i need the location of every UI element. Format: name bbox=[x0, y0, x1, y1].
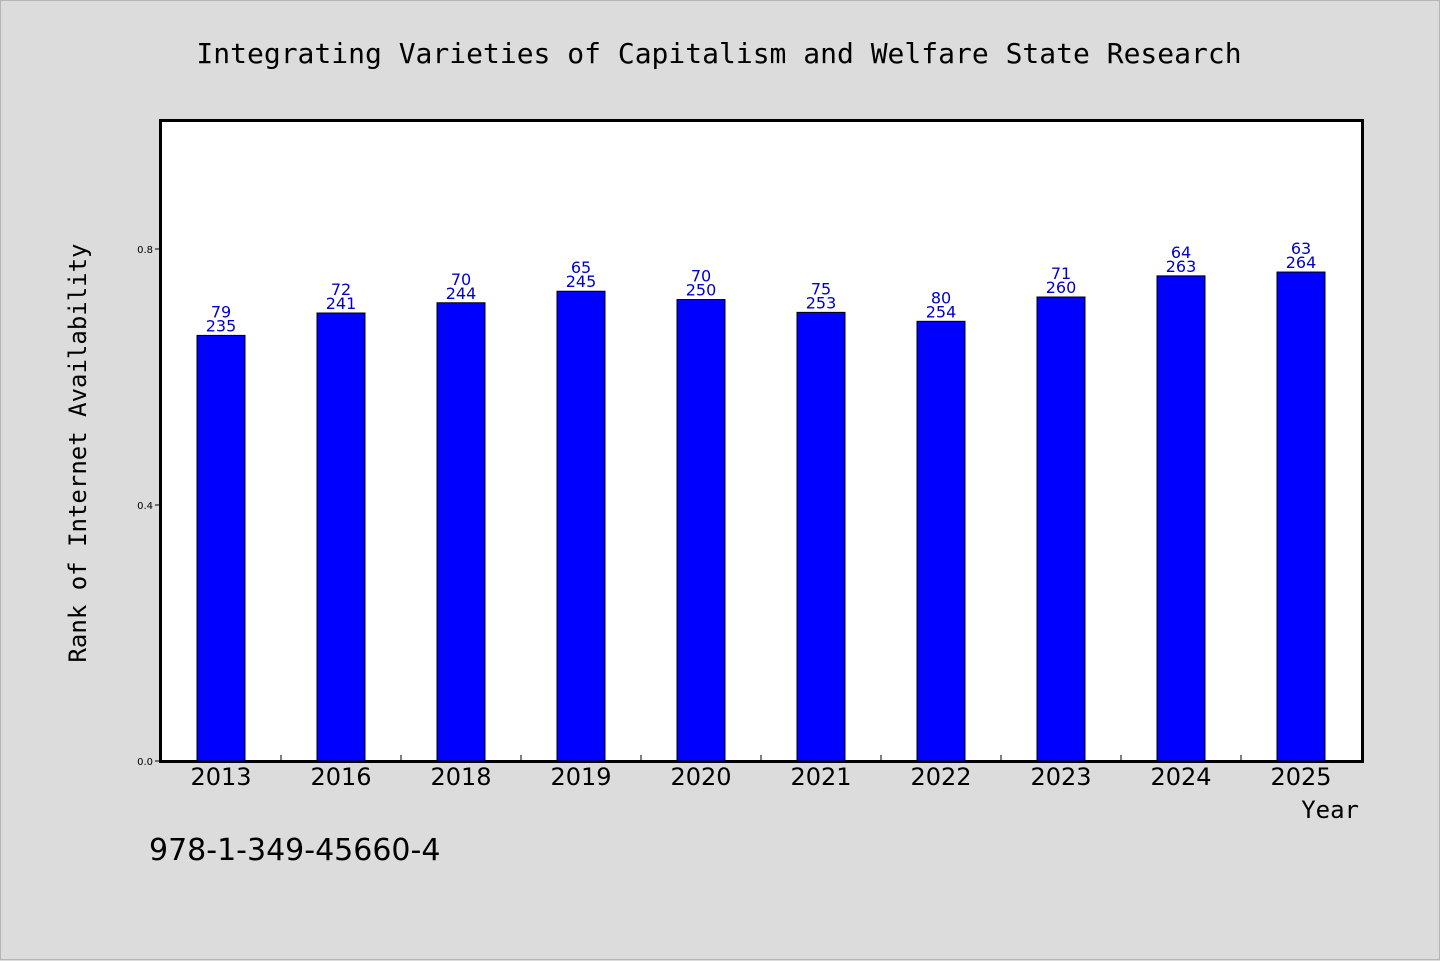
data-label-bottom: 235 bbox=[206, 316, 237, 335]
x-tick-label: 2021 bbox=[790, 763, 851, 791]
bar-2018 bbox=[436, 302, 486, 762]
y-axis-title: Rank of Internet Availability bbox=[64, 243, 92, 662]
data-label-top: 80 bbox=[931, 288, 951, 307]
data-label-top: 64 bbox=[1171, 243, 1191, 262]
data-label-bottom: 245 bbox=[566, 272, 597, 291]
bar-2024 bbox=[1156, 275, 1206, 762]
data-label-top: 75 bbox=[811, 279, 831, 298]
y-tick-label: 0.8 bbox=[137, 245, 153, 256]
x-axis-title: Year bbox=[1301, 796, 1359, 824]
bars-layer bbox=[196, 271, 1326, 762]
bar-2025 bbox=[1276, 271, 1326, 762]
bar-2022 bbox=[916, 320, 966, 762]
bar-2016 bbox=[316, 312, 366, 762]
data-label-top: 70 bbox=[451, 270, 471, 289]
data-label-bottom: 244 bbox=[446, 284, 477, 303]
data-label-bottom: 254 bbox=[926, 302, 957, 321]
x-axis-ticks: 2013 2016 2018 2019 2020 2021 2022 2023 2024 2025 bbox=[190, 755, 1332, 791]
data-label-bottom: 250 bbox=[686, 281, 717, 300]
data-label-top: 70 bbox=[691, 267, 711, 286]
data-label-top: 79 bbox=[211, 302, 231, 321]
y-axis-ticks: 0.0 0.4 0.8 bbox=[137, 245, 161, 768]
data-label-bottom: 264 bbox=[1286, 253, 1317, 272]
data-label-bottom: 241 bbox=[326, 294, 357, 313]
bar-2023 bbox=[1036, 296, 1086, 762]
data-label-top: 71 bbox=[1051, 264, 1071, 283]
bar-2019 bbox=[556, 290, 606, 762]
isbn-label: 978-1-349-45660-4 bbox=[149, 833, 441, 868]
x-tick-label: 2019 bbox=[550, 763, 611, 791]
x-tick-label: 2025 bbox=[1270, 763, 1331, 791]
data-label-bottom: 260 bbox=[1046, 278, 1077, 297]
x-tick-label: 2022 bbox=[910, 763, 971, 791]
data-label-top: 65 bbox=[571, 258, 591, 277]
x-tick-label: 2024 bbox=[1150, 763, 1211, 791]
x-tick-label: 2016 bbox=[310, 763, 371, 791]
bar-2021 bbox=[796, 311, 846, 762]
x-tick-label: 2020 bbox=[670, 763, 731, 791]
bar-2020 bbox=[676, 299, 726, 762]
data-label-top: 72 bbox=[331, 280, 351, 299]
data-label-top: 63 bbox=[1291, 239, 1311, 258]
data-label-bottom: 263 bbox=[1166, 257, 1197, 276]
x-tick-label: 2018 bbox=[430, 763, 491, 791]
chart-title: Integrating Varieties of Capitalism and … bbox=[196, 37, 1241, 70]
y-tick-label: 0.4 bbox=[137, 501, 153, 512]
y-tick-label: 0.0 bbox=[137, 757, 153, 768]
x-tick-label: 2023 bbox=[1030, 763, 1091, 791]
bar-2013 bbox=[196, 334, 246, 762]
x-tick-label: 2013 bbox=[190, 763, 251, 791]
data-label-bottom: 253 bbox=[806, 293, 837, 312]
